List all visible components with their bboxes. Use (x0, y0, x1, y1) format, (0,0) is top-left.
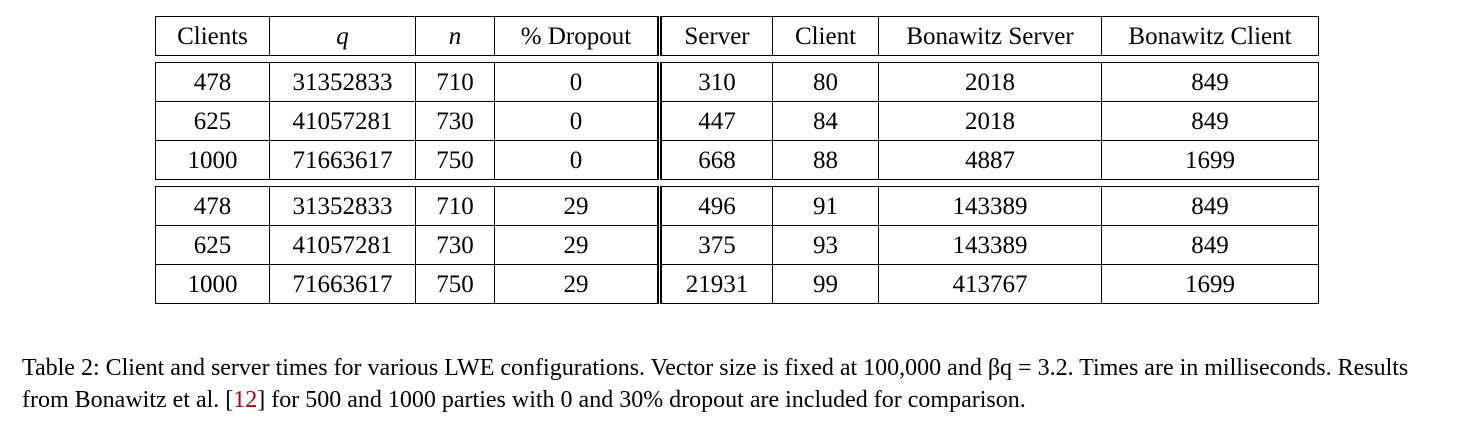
cell-clients: 625 (155, 101, 270, 141)
cell-client: 91 (772, 186, 879, 226)
cell-clients: 1000 (155, 264, 270, 304)
cell-bonawitz-client: 849 (1101, 101, 1319, 141)
cell-server: 668 (659, 140, 773, 180)
header-bonawitz-client: Bonawitz Client (1101, 16, 1319, 56)
cell-client: 99 (772, 264, 879, 304)
cell-q: 31352833 (269, 62, 416, 102)
cell-dropout: 29 (494, 225, 662, 265)
cell-clients: 1000 (155, 140, 270, 180)
caption-label: Table 2: (22, 355, 100, 381)
table-row: 478 31352833 710 29 496 91 143389 849 (155, 186, 1319, 226)
cell-server: 447 (659, 101, 773, 141)
header-dropout: % Dropout (494, 16, 662, 56)
cell-bonawitz-server: 413767 (878, 264, 1102, 304)
cell-clients: 478 (155, 186, 270, 226)
cell-client: 93 (772, 225, 879, 265)
cell-server: 21931 (659, 264, 773, 304)
table-row: 478 31352833 710 0 310 80 2018 849 (155, 62, 1319, 102)
cell-n: 730 (415, 101, 495, 141)
cell-clients: 478 (155, 62, 270, 102)
cell-client: 80 (772, 62, 879, 102)
cell-bonawitz-server: 2018 (878, 101, 1102, 141)
cell-client: 88 (772, 140, 879, 180)
cell-dropout: 0 (494, 140, 662, 180)
cell-bonawitz-server: 4887 (878, 140, 1102, 180)
cell-n: 710 (415, 186, 495, 226)
cell-n: 750 (415, 140, 495, 180)
header-row: Clients q n % Dropout Server Client Bona… (155, 16, 1319, 56)
table-row: 1000 71663617 750 29 21931 99 413767 169… (155, 264, 1319, 304)
citation-link[interactable]: 12 (233, 387, 258, 413)
header-clients: Clients (155, 16, 270, 56)
table-caption: Table 2: Client and server times for var… (22, 352, 1452, 416)
cell-n: 750 (415, 264, 495, 304)
cell-client: 84 (772, 101, 879, 141)
group-separator (156, 180, 1319, 187)
cell-bonawitz-client: 849 (1101, 186, 1319, 226)
table-row: 625 41057281 730 0 447 84 2018 849 (155, 101, 1319, 141)
cell-bonawitz-server: 143389 (878, 225, 1102, 265)
caption-text: Client and server times for various LWE … (22, 355, 1409, 413)
table-row: 1000 71663617 750 0 668 88 4887 1699 (155, 140, 1319, 180)
cell-clients: 625 (155, 225, 270, 265)
cell-q: 41057281 (269, 101, 416, 141)
header-n: n (415, 16, 495, 56)
caption-text-end: ] for 500 and 1000 parties with 0 and 30… (257, 387, 1026, 413)
cell-q: 31352833 (269, 186, 416, 226)
cell-server: 375 (659, 225, 773, 265)
cell-dropout: 29 (494, 186, 662, 226)
group-separator (156, 56, 1319, 63)
cell-q: 41057281 (269, 225, 416, 265)
cell-dropout: 0 (494, 62, 662, 102)
cell-bonawitz-client: 849 (1101, 62, 1319, 102)
cell-bonawitz-server: 2018 (878, 62, 1102, 102)
cell-q: 71663617 (269, 264, 416, 304)
cell-dropout: 29 (494, 264, 662, 304)
results-table: Clients q n % Dropout Server Client Bona… (155, 16, 1319, 304)
header-bonawitz-server: Bonawitz Server (878, 16, 1102, 56)
cell-server: 310 (659, 62, 773, 102)
cell-dropout: 0 (494, 101, 662, 141)
cell-server: 496 (659, 186, 773, 226)
header-client: Client (772, 16, 879, 56)
cell-q: 71663617 (269, 140, 416, 180)
table-row: 625 41057281 730 29 375 93 143389 849 (155, 225, 1319, 265)
cell-bonawitz-client: 1699 (1101, 140, 1319, 180)
cell-bonawitz-client: 849 (1101, 225, 1319, 265)
cell-bonawitz-server: 143389 (878, 186, 1102, 226)
cell-n: 730 (415, 225, 495, 265)
cell-n: 710 (415, 62, 495, 102)
header-server: Server (659, 16, 773, 56)
cell-bonawitz-client: 1699 (1101, 264, 1319, 304)
header-q: q (269, 16, 416, 56)
